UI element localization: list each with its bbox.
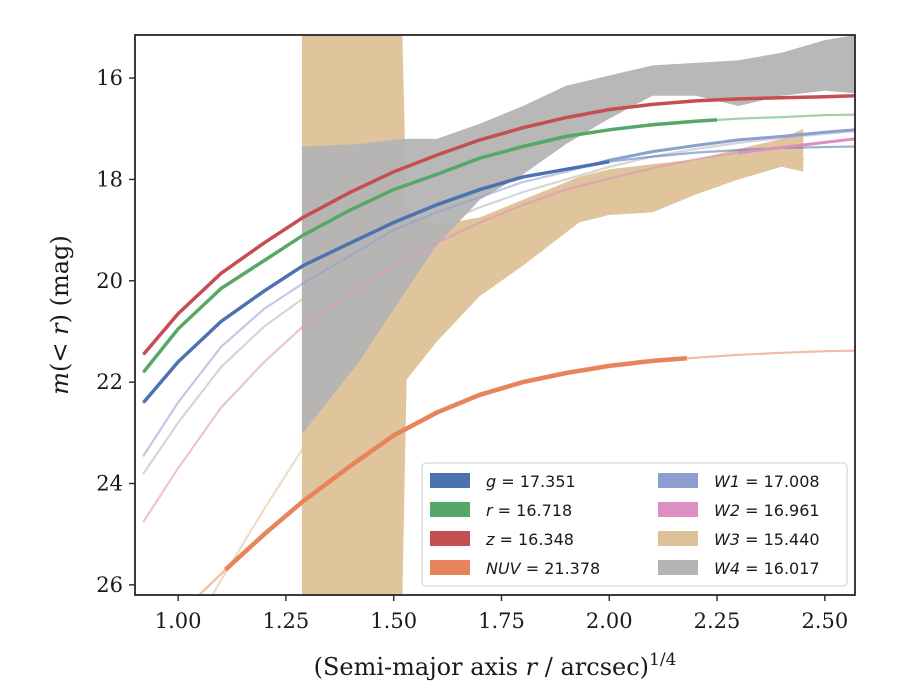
- legend-swatch-w2: [658, 502, 698, 517]
- legend-label-r: r = 16.718: [486, 501, 572, 520]
- legend-item-r: r = 16.718: [430, 501, 572, 520]
- y-tick-label: 22: [96, 370, 123, 394]
- legend-label-w2: W2 = 16.961: [714, 501, 820, 520]
- legend-label-nuv: NUV = 21.378: [486, 559, 600, 578]
- legend-item-w2: W2 = 16.961: [658, 501, 820, 520]
- plot-area: [142, 35, 855, 595]
- x-tick-label: 2.50: [801, 609, 848, 633]
- legend: g = 17.351 r = 16.718 z = 16.348 NUV = 2…: [421, 462, 848, 587]
- legend-swatch-w1: [658, 473, 698, 488]
- legend-swatch-r: [430, 502, 470, 517]
- band-w3: [301, 35, 804, 595]
- legend-label-w1: W1 = 17.008: [714, 472, 820, 491]
- legend-swatch-w3: [658, 531, 698, 546]
- x-tick-label: 1.75: [478, 609, 525, 633]
- plot-frame: [134, 34, 856, 596]
- legend-label-w3: W3 = 15.440: [714, 530, 820, 549]
- curve-nuv: [223, 356, 688, 572]
- y-tick-label: 16: [96, 66, 123, 90]
- x-tick-label: 1.00: [155, 609, 202, 633]
- curve-g: [142, 159, 610, 404]
- legend-item-z: z = 16.348: [430, 530, 574, 549]
- y-tick-label: 24: [96, 472, 123, 496]
- legend-item-g: g = 17.351: [430, 472, 576, 491]
- curve-z: [142, 94, 855, 356]
- legend-label-z: z = 16.348: [485, 530, 574, 549]
- curve-r: [142, 118, 718, 374]
- legend-frame: [421, 462, 848, 587]
- legend-swatch-w4: [658, 560, 698, 575]
- legend-label-w4: W4 = 16.017: [714, 559, 820, 578]
- x-tick-label: 2.25: [694, 609, 741, 633]
- legend-item-nuv: NUV = 21.378: [430, 559, 600, 578]
- curve-faint-w3: [211, 158, 805, 595]
- legend-swatch-g: [430, 473, 470, 488]
- curve-w1: [587, 128, 855, 168]
- y-tick-label: 26: [96, 573, 123, 597]
- legend-label-g: g = 17.351: [486, 472, 576, 491]
- x-tick-label: 2.00: [586, 609, 633, 633]
- legend-swatch-nuv: [430, 560, 470, 575]
- axes: 1.00 1.25 1.50 1.75 2.00 2.25 2.50 16 18 20 22 24 26: [96, 34, 856, 633]
- curve-faint-w4: [142, 130, 855, 475]
- x-tick-label: 1.25: [263, 609, 310, 633]
- curve-w2: [738, 137, 855, 155]
- legend-item-w3: W3 = 15.440: [658, 530, 820, 549]
- legend-swatch-z: [430, 531, 470, 546]
- x-tick-label: 1.50: [370, 609, 417, 633]
- legend-item-w4: W4 = 16.017: [658, 559, 820, 578]
- legend-item-w1: W1 = 17.008: [658, 472, 820, 491]
- y-tick-label: 20: [96, 269, 123, 293]
- y-tick-label: 18: [96, 167, 123, 191]
- x-axis-label: (Semi-major axis r / arcsec)1/4: [314, 650, 677, 681]
- y-axis-label: m(< r) (mag): [46, 235, 74, 395]
